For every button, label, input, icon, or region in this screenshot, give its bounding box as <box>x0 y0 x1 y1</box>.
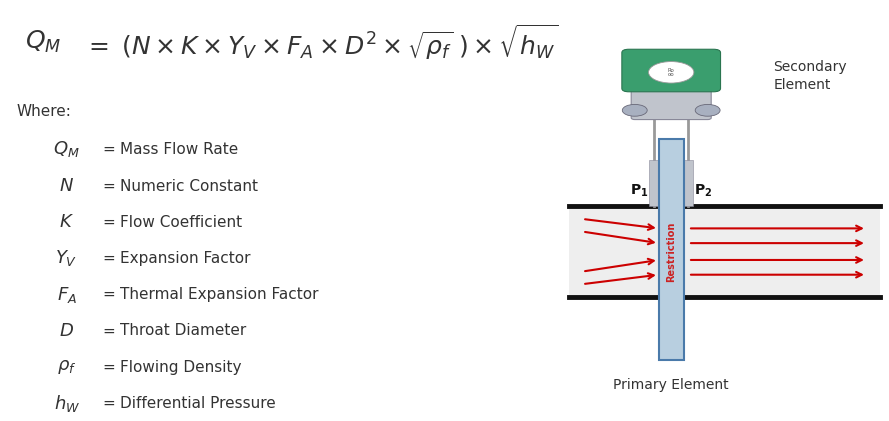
Text: $N$: $N$ <box>60 177 74 195</box>
Text: Flowing Density: Flowing Density <box>120 360 242 375</box>
Text: =: = <box>102 396 115 411</box>
Text: Flow Coefficient: Flow Coefficient <box>120 215 242 230</box>
Text: Secondary
Element: Secondary Element <box>773 60 847 92</box>
Text: =: = <box>102 323 115 338</box>
Text: =: = <box>102 287 115 302</box>
Text: $Q_M$: $Q_M$ <box>25 29 61 55</box>
Text: Mass Flow Rate: Mass Flow Rate <box>120 142 238 157</box>
Circle shape <box>649 61 694 83</box>
Text: =: = <box>102 215 115 230</box>
Text: $D$: $D$ <box>60 322 74 340</box>
Text: $h_W$: $h_W$ <box>53 393 80 414</box>
Text: Differential Pressure: Differential Pressure <box>120 396 276 411</box>
Bar <box>569 206 880 297</box>
Text: Throat Diameter: Throat Diameter <box>120 323 246 338</box>
Bar <box>683 160 693 206</box>
Text: Thermal Expansion Factor: Thermal Expansion Factor <box>120 287 318 302</box>
Text: $\mathbf{P_2}$: $\mathbf{P_2}$ <box>694 182 712 199</box>
Text: =: = <box>102 179 115 194</box>
Text: Numeric Constant: Numeric Constant <box>120 179 258 194</box>
Text: =: = <box>102 360 115 375</box>
FancyBboxPatch shape <box>622 49 721 92</box>
Text: Where:: Where: <box>16 104 71 119</box>
Bar <box>649 160 660 206</box>
Text: $= \;(N \times K \times Y_V \times F_A \times D^2 \times \sqrt{\rho_f}\;) \times: $= \;(N \times K \times Y_V \times F_A \… <box>84 22 559 62</box>
Text: Ro
oo: Ro oo <box>668 67 675 77</box>
Text: Restriction: Restriction <box>666 221 677 282</box>
Text: Primary Element: Primary Element <box>613 378 729 392</box>
Text: $\mathbf{P_1}$: $\mathbf{P_1}$ <box>630 182 648 199</box>
Text: Expansion Factor: Expansion Factor <box>120 251 251 266</box>
Text: $Y_V$: $Y_V$ <box>55 248 78 269</box>
Text: $\rho_f$: $\rho_f$ <box>57 358 76 376</box>
Text: =: = <box>102 251 115 266</box>
Bar <box>659 139 684 360</box>
FancyBboxPatch shape <box>631 86 711 120</box>
Text: $Q_M$: $Q_M$ <box>53 139 80 160</box>
Text: $K$: $K$ <box>60 213 74 231</box>
Circle shape <box>695 104 720 116</box>
Text: =: = <box>102 142 115 157</box>
Circle shape <box>622 104 647 116</box>
Text: $F_A$: $F_A$ <box>57 285 76 305</box>
